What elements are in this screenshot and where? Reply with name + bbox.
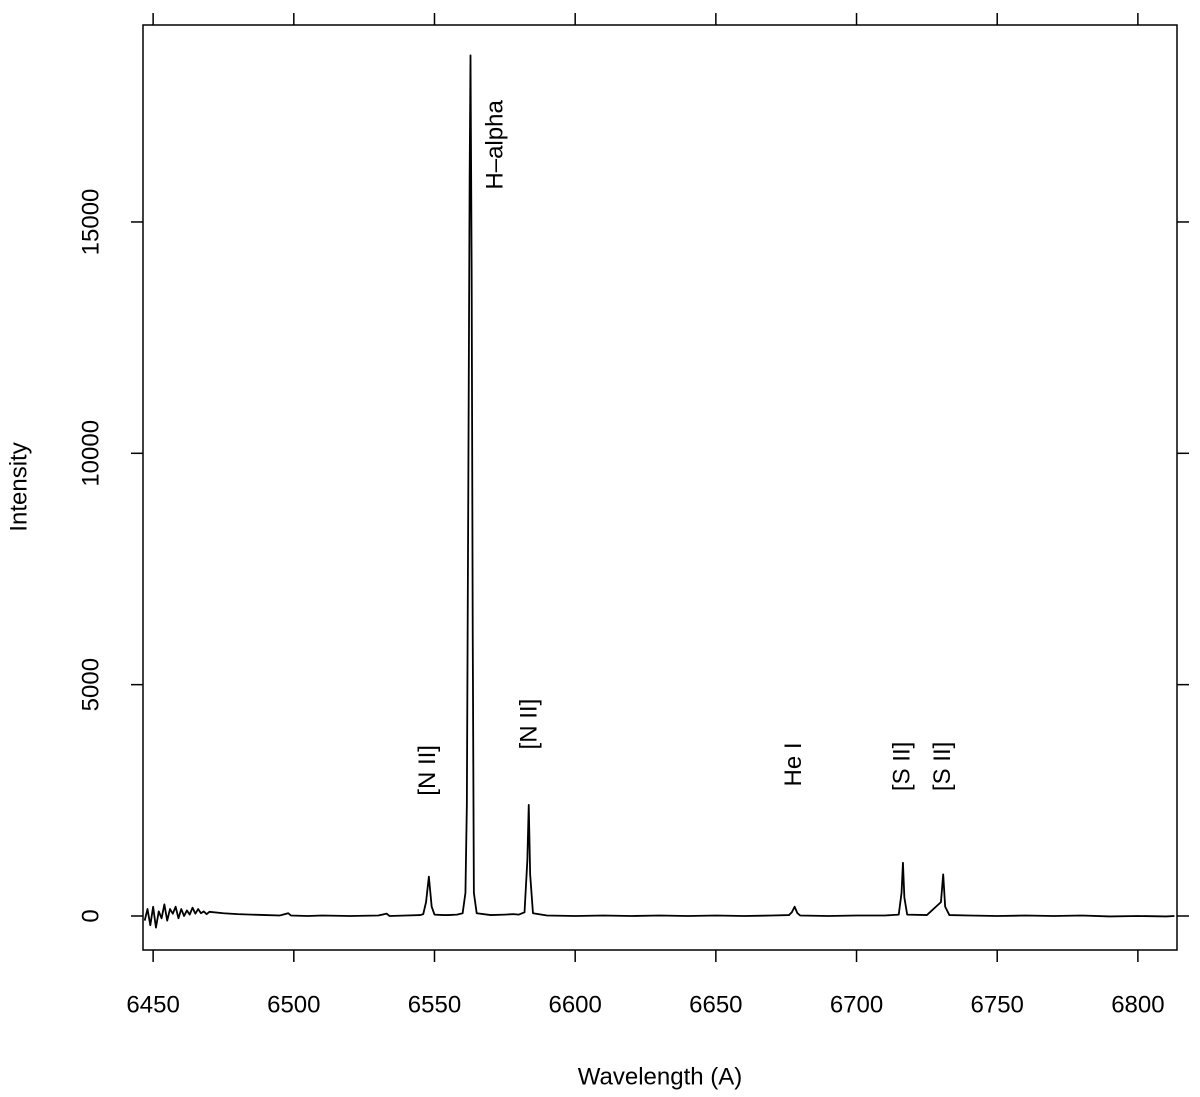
y-tick-label: 10000 xyxy=(77,420,104,487)
plot-frame xyxy=(142,24,1178,951)
y-tick-label: 15000 xyxy=(77,189,104,256)
x-tick-label: 6800 xyxy=(1111,991,1164,1018)
line-annotation: [N II] xyxy=(515,699,542,750)
x-tick-label: 6750 xyxy=(971,991,1024,1018)
x-tick-label: 6700 xyxy=(830,991,883,1018)
line-annotation: [N II] xyxy=(414,745,441,796)
y-tick-label: 0 xyxy=(77,909,104,922)
x-tick-label: 6450 xyxy=(126,991,179,1018)
x-tick-label: 6600 xyxy=(548,991,601,1018)
line-annotation: [S II] xyxy=(888,742,915,791)
y-tick-label: 5000 xyxy=(77,658,104,711)
line-annotation: He I xyxy=(780,742,807,786)
line-annotation: H–alpha xyxy=(482,100,509,190)
x-tick-label: 6550 xyxy=(408,991,461,1018)
x-tick-label: 6500 xyxy=(267,991,320,1018)
x-axis-label: Wavelength (A) xyxy=(578,1063,743,1090)
spectrum-line xyxy=(143,54,1175,929)
x-tick-label: 6650 xyxy=(689,991,742,1018)
y-axis-label: Intensity xyxy=(5,442,32,531)
line-annotation: [S II] xyxy=(929,742,956,791)
